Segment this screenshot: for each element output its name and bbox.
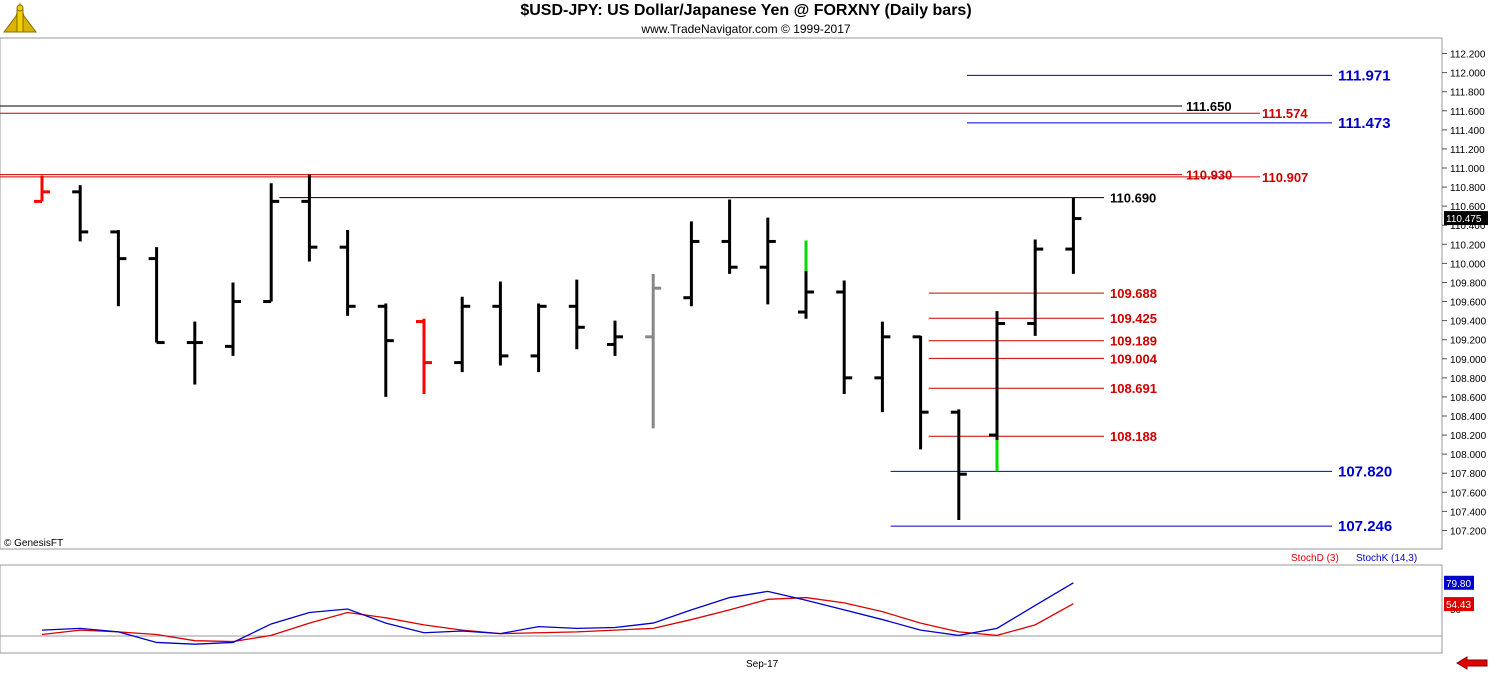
y-tick-label: 109.600	[1450, 298, 1487, 309]
trade-navigator-logo-icon	[3, 2, 37, 33]
y-tick-label: 107.200	[1450, 526, 1487, 537]
y-tick-label: 108.400	[1450, 412, 1487, 423]
level-label: 108.691	[1110, 381, 1157, 396]
level-label: 108.188	[1110, 429, 1157, 444]
level-label: 109.688	[1110, 286, 1157, 301]
time-axis: Sep-17	[746, 659, 779, 670]
level-label: 107.246	[1338, 518, 1392, 535]
price-axis: 112.200 112.000 111.800 111.600 111.400 111.2…	[1442, 50, 1488, 537]
last-price-marker	[1444, 211, 1488, 226]
level-label: 110.930	[1186, 168, 1232, 183]
level-label: 110.690	[1110, 191, 1156, 206]
stoch-legend: StochD (3) StochK (14,3)	[1291, 553, 1417, 564]
y-tick-label: 111.000	[1450, 164, 1485, 175]
level-label: 111.574	[1262, 106, 1308, 121]
price-panel[interactable]	[0, 37, 1443, 550]
stochk-value-marker	[1444, 575, 1474, 590]
level-label: 109.004	[1110, 351, 1158, 366]
level-label: 109.189	[1110, 334, 1157, 349]
stochk-legend: StochK (14,3)	[1356, 553, 1417, 564]
level-label: 111.473	[1338, 115, 1391, 132]
copyright-label: © GenesisFT	[4, 538, 63, 549]
y-tick-label: 112.200	[1450, 50, 1486, 61]
scroll-left-arrow-icon[interactable]	[1455, 655, 1489, 671]
stochd-value-label: 54.43	[1446, 600, 1471, 611]
y-tick-label: 110.400	[1450, 221, 1486, 232]
level-label: 111.650	[1186, 99, 1232, 114]
chart-title: $USD-JPY: US Dollar/Japanese Yen @ FORXN…	[520, 2, 972, 19]
level-label: 110.907	[1262, 170, 1308, 185]
y-tick-label: 107.800	[1450, 469, 1487, 480]
stochk-value-label: 79.80	[1446, 579, 1471, 590]
level-label: 109.425	[1110, 311, 1157, 326]
last-price-label: 110.475	[1446, 214, 1482, 225]
y-tick-label: 108.000	[1450, 450, 1487, 461]
chart-subtitle: www.TradeNavigator.com © 1999-2017	[641, 22, 851, 36]
level-lines: 111.971 111.650 111.574 111.473 110.930 110.9…	[0, 67, 1392, 535]
y-tick-label: 108.800	[1450, 374, 1487, 385]
stochd-value-marker	[1444, 597, 1474, 612]
y-tick-label: 111.800	[1450, 88, 1485, 99]
y-tick-label: 111.200	[1450, 145, 1485, 156]
y-tick-label: 109.000	[1450, 355, 1487, 366]
y-tick-label: 111.600	[1450, 107, 1485, 118]
y-tick-label: 110.200	[1450, 240, 1486, 251]
y-tick-label: 112.000	[1450, 69, 1486, 80]
y-tick-label: 110.800	[1450, 183, 1486, 194]
y-tick-label: 111.400	[1450, 126, 1485, 137]
y-tick-label: 108.200	[1450, 431, 1487, 442]
level-label: 111.971	[1338, 67, 1391, 84]
y-tick-label: 109.200	[1450, 336, 1487, 347]
stoch-series-line	[41, 596, 1074, 643]
y-tick-label: 110.000	[1450, 259, 1486, 270]
ohlc-bars	[34, 174, 1082, 520]
y-tick-label: 107.600	[1450, 488, 1487, 499]
y-tick-label: 107.400	[1450, 507, 1487, 518]
stochd-legend: StochD (3)	[1291, 553, 1339, 564]
level-label: 107.820	[1338, 463, 1392, 480]
y-tick-label: 109.800	[1450, 278, 1487, 289]
stoch-series-line	[41, 582, 1074, 645]
chart-header: $USD-JPY: US Dollar/Japanese Yen @ FORXN…	[0, 0, 1492, 38]
stoch-panel[interactable]	[0, 564, 1443, 654]
x-tick-label: Sep-17	[746, 659, 779, 670]
y-tick-label: 110.600	[1450, 202, 1486, 213]
y-tick-label: 109.400	[1450, 317, 1487, 328]
y-tick-label: 108.600	[1450, 393, 1487, 404]
